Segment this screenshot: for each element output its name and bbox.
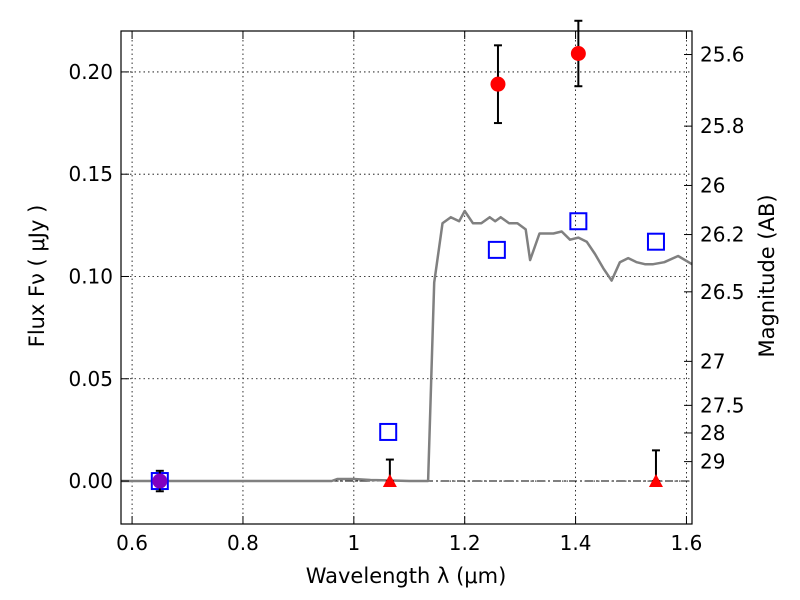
model-photometry-square — [379, 422, 398, 441]
model-spectrum-group — [121, 209, 693, 483]
detection-point — [490, 76, 506, 92]
y-tick-label: 0.20 — [68, 60, 113, 84]
right-y-axis-label: Magnitude (AB) — [755, 194, 779, 357]
x-tick-label: 1 — [347, 531, 360, 555]
y-tick-label: 0.05 — [68, 367, 113, 391]
y-tick-label: 0.00 — [68, 469, 113, 493]
optical-point — [152, 473, 168, 489]
right-tick-label: 27 — [700, 349, 725, 373]
right-tick-label: 25.6 — [700, 43, 745, 67]
x-tick-label: 0.6 — [116, 531, 148, 555]
non-detection-triangle — [382, 474, 397, 488]
detection-point — [570, 46, 586, 62]
model-photometry-square — [646, 232, 665, 251]
x-tick-label: 1.2 — [449, 531, 481, 555]
tick-labels: 0.6 0.8 1 1.2 1.4 1.6 0.00 0.05 0.10 0.15 0.20 25.6… — [68, 43, 744, 555]
right-tick-label: 25.8 — [700, 114, 745, 138]
right-tick-label: 29 — [700, 450, 725, 474]
right-tick-label: 28 — [700, 421, 725, 445]
plot-area — [121, 31, 692, 524]
non-detection-triangle — [648, 474, 663, 488]
axis-ticks — [121, 31, 692, 524]
plot-frame — [120, 30, 693, 525]
right-tick-label: 26 — [700, 173, 725, 197]
y-tick-label: 0.10 — [68, 264, 113, 288]
right-tick-label: 26.5 — [700, 280, 745, 304]
data-markers — [150, 19, 665, 493]
model-photometry-square — [487, 240, 506, 259]
right-tick-label: 27.5 — [700, 393, 745, 417]
x-tick-label: 1.6 — [671, 531, 703, 555]
model-photometry-square — [569, 212, 588, 231]
left-y-axis-label: Flux Fν ( μJy ) — [25, 205, 49, 348]
right-tick-label: 26.2 — [700, 223, 745, 247]
x-tick-label: 0.8 — [227, 531, 259, 555]
spectrum-line — [121, 209, 693, 483]
x-axis-label: Wavelength λ (μm) — [306, 564, 507, 588]
y-tick-label: 0.15 — [68, 162, 113, 186]
x-tick-label: 1.4 — [560, 531, 592, 555]
